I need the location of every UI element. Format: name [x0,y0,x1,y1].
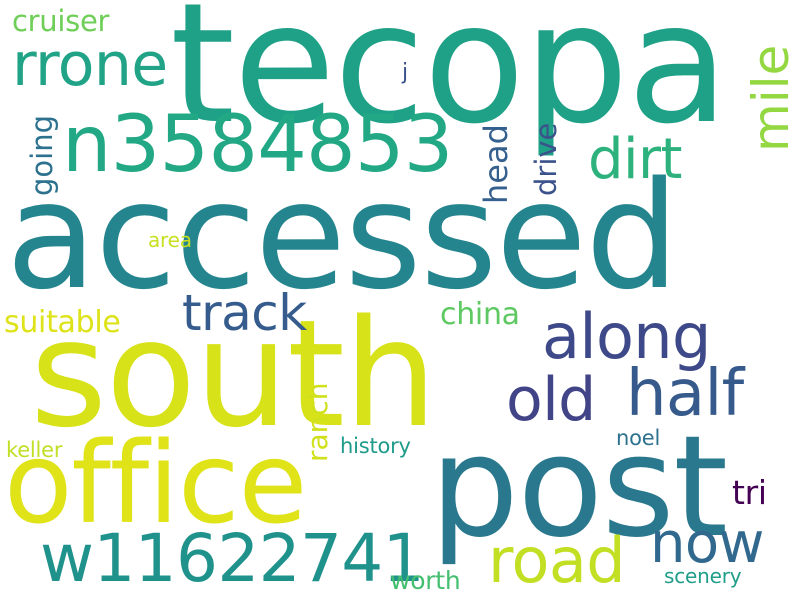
word-dirt: dirt [588,127,682,192]
word-j: j [402,60,408,85]
word-drive: drive [529,122,563,196]
word-rrone: rrone [12,30,168,100]
word-w11622741: w11622741 [40,520,425,597]
word-keller: keller [6,438,63,462]
word-south: south [30,288,437,460]
word-ranch: ranch [301,382,334,462]
word-n3584853: n3584853 [62,100,453,190]
word-history: history [340,434,411,458]
word-track: track [182,284,307,342]
word-along: along [542,300,711,373]
word-head: head [477,124,515,204]
word-mile: mile [742,44,800,152]
word-old: old [506,365,596,435]
word-tri: tri [732,473,767,512]
word-noel: noel [616,426,661,450]
word-area: area [148,228,192,252]
word-half: half [626,357,744,431]
word-post: post [430,406,728,569]
word-cruiser: cruiser [12,4,110,38]
word-going: going [25,115,59,196]
word-suitable: suitable [4,305,121,340]
word-scenery: scenery [664,564,742,588]
word-accessed: accessed [6,150,679,322]
word-china: china [440,297,520,332]
word-tecopa: tecopa [170,0,729,161]
word-worth: worth [390,566,461,595]
word-road: road [488,524,626,597]
word-now: now [650,511,764,576]
word-office: office [4,419,307,549]
